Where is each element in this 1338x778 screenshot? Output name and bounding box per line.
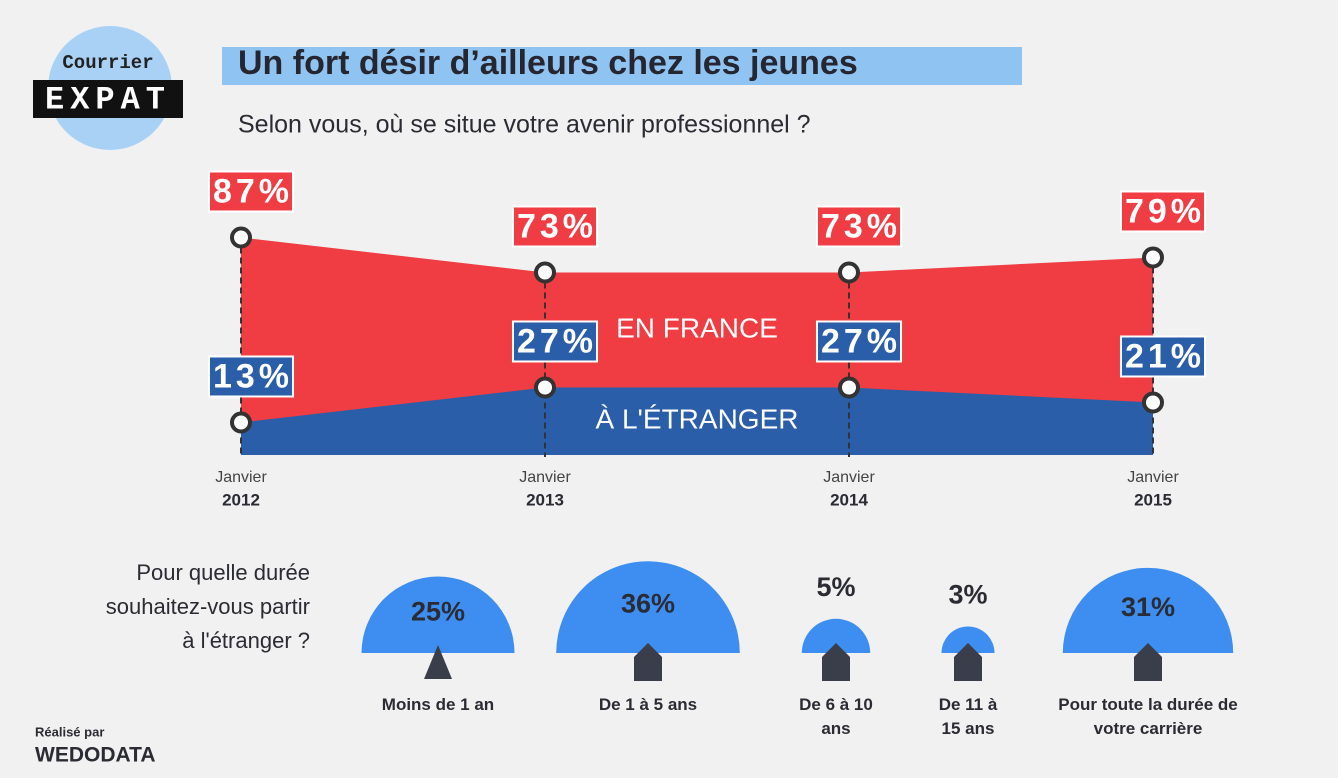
logo-top: Courrier [62, 52, 153, 74]
value-label-bg [1119, 335, 1207, 378]
x-tick-label: Janvier [1127, 469, 1179, 486]
chart-subtitle: Selon vous, où se situe votre avenir pro… [238, 111, 811, 139]
icon [634, 643, 662, 681]
category-label: De 6 à 10 ans [799, 695, 873, 738]
logo-box [33, 80, 183, 118]
category-label: De 11 à 15 ans [938, 695, 998, 738]
value-label-group: 73% [815, 205, 903, 248]
value-label: 87% [213, 172, 293, 210]
x-tick-label: 2014 [830, 490, 868, 509]
point [230, 411, 252, 434]
icon [954, 643, 982, 681]
value-label: 13% [213, 357, 293, 395]
value-label-group: 79% [1119, 190, 1207, 233]
point [1142, 246, 1164, 269]
semicircle [361, 576, 515, 653]
value-label-bg [815, 320, 903, 363]
value-label-bg [511, 320, 599, 363]
value-label: 31% [1121, 592, 1175, 622]
value-label-bg [207, 170, 295, 213]
point [1142, 391, 1164, 414]
value-label: 79% [1125, 192, 1205, 230]
category-label: Moins de 1 an [381, 695, 495, 714]
area [241, 387, 1153, 455]
point [230, 226, 252, 249]
value-label-bg [207, 355, 295, 398]
icon [424, 645, 452, 679]
semicircle [1062, 567, 1234, 653]
value-label: 73% [517, 207, 597, 245]
point [838, 376, 860, 399]
value-label: 36% [621, 588, 675, 618]
x-tick-label: Janvier [215, 469, 267, 486]
point [534, 376, 556, 399]
x-tick-label: 2015 [1134, 490, 1172, 509]
series-label: EN FRANCE [616, 312, 778, 343]
value-label: 3% [948, 580, 987, 610]
value-label-group: 27% [815, 320, 903, 363]
chart-title: Un fort désir d’ailleurs chez les jeunes [238, 44, 858, 82]
point [534, 261, 556, 284]
value-label: 5% [816, 572, 855, 602]
value-label: 25% [411, 596, 465, 626]
semicircle [941, 626, 995, 653]
series-label: À L'ÉTRANGER [596, 404, 799, 435]
value-label-group: 73% [511, 205, 599, 248]
value-label-group: 87% [207, 170, 295, 213]
x-tick-label: 2013 [526, 490, 564, 509]
point [838, 261, 860, 284]
value-label: 21% [1125, 337, 1205, 375]
semicircle [801, 618, 871, 653]
icon [1134, 643, 1162, 681]
value-label: 27% [517, 322, 597, 360]
value-label: 73% [821, 207, 901, 245]
credit-label: Réalisé par [35, 724, 104, 739]
category-label: Pour toute la durée de votre carrière [1058, 695, 1238, 738]
x-tick-label: Janvier [519, 469, 571, 486]
chart-2-title: Pour quelle durée souhaitez-vous partir … [105, 560, 310, 653]
value-label-group: 27% [511, 320, 599, 363]
title-highlight [222, 47, 1022, 85]
icon [822, 643, 850, 681]
x-tick-label: 2012 [222, 490, 260, 509]
value-label-bg [1119, 190, 1207, 233]
value-label-bg [815, 205, 903, 248]
credit-name: WEDODATA [35, 744, 156, 767]
x-tick-label: Janvier [823, 469, 875, 486]
logo-bottom: EXPAT [45, 81, 171, 118]
value-label-group: 21% [1119, 335, 1207, 378]
value-label-bg [511, 205, 599, 248]
semicircle [556, 561, 740, 653]
value-label: 27% [821, 322, 901, 360]
value-label-group: 13% [207, 355, 295, 398]
category-label: De 1 à 5 ans [598, 695, 698, 714]
